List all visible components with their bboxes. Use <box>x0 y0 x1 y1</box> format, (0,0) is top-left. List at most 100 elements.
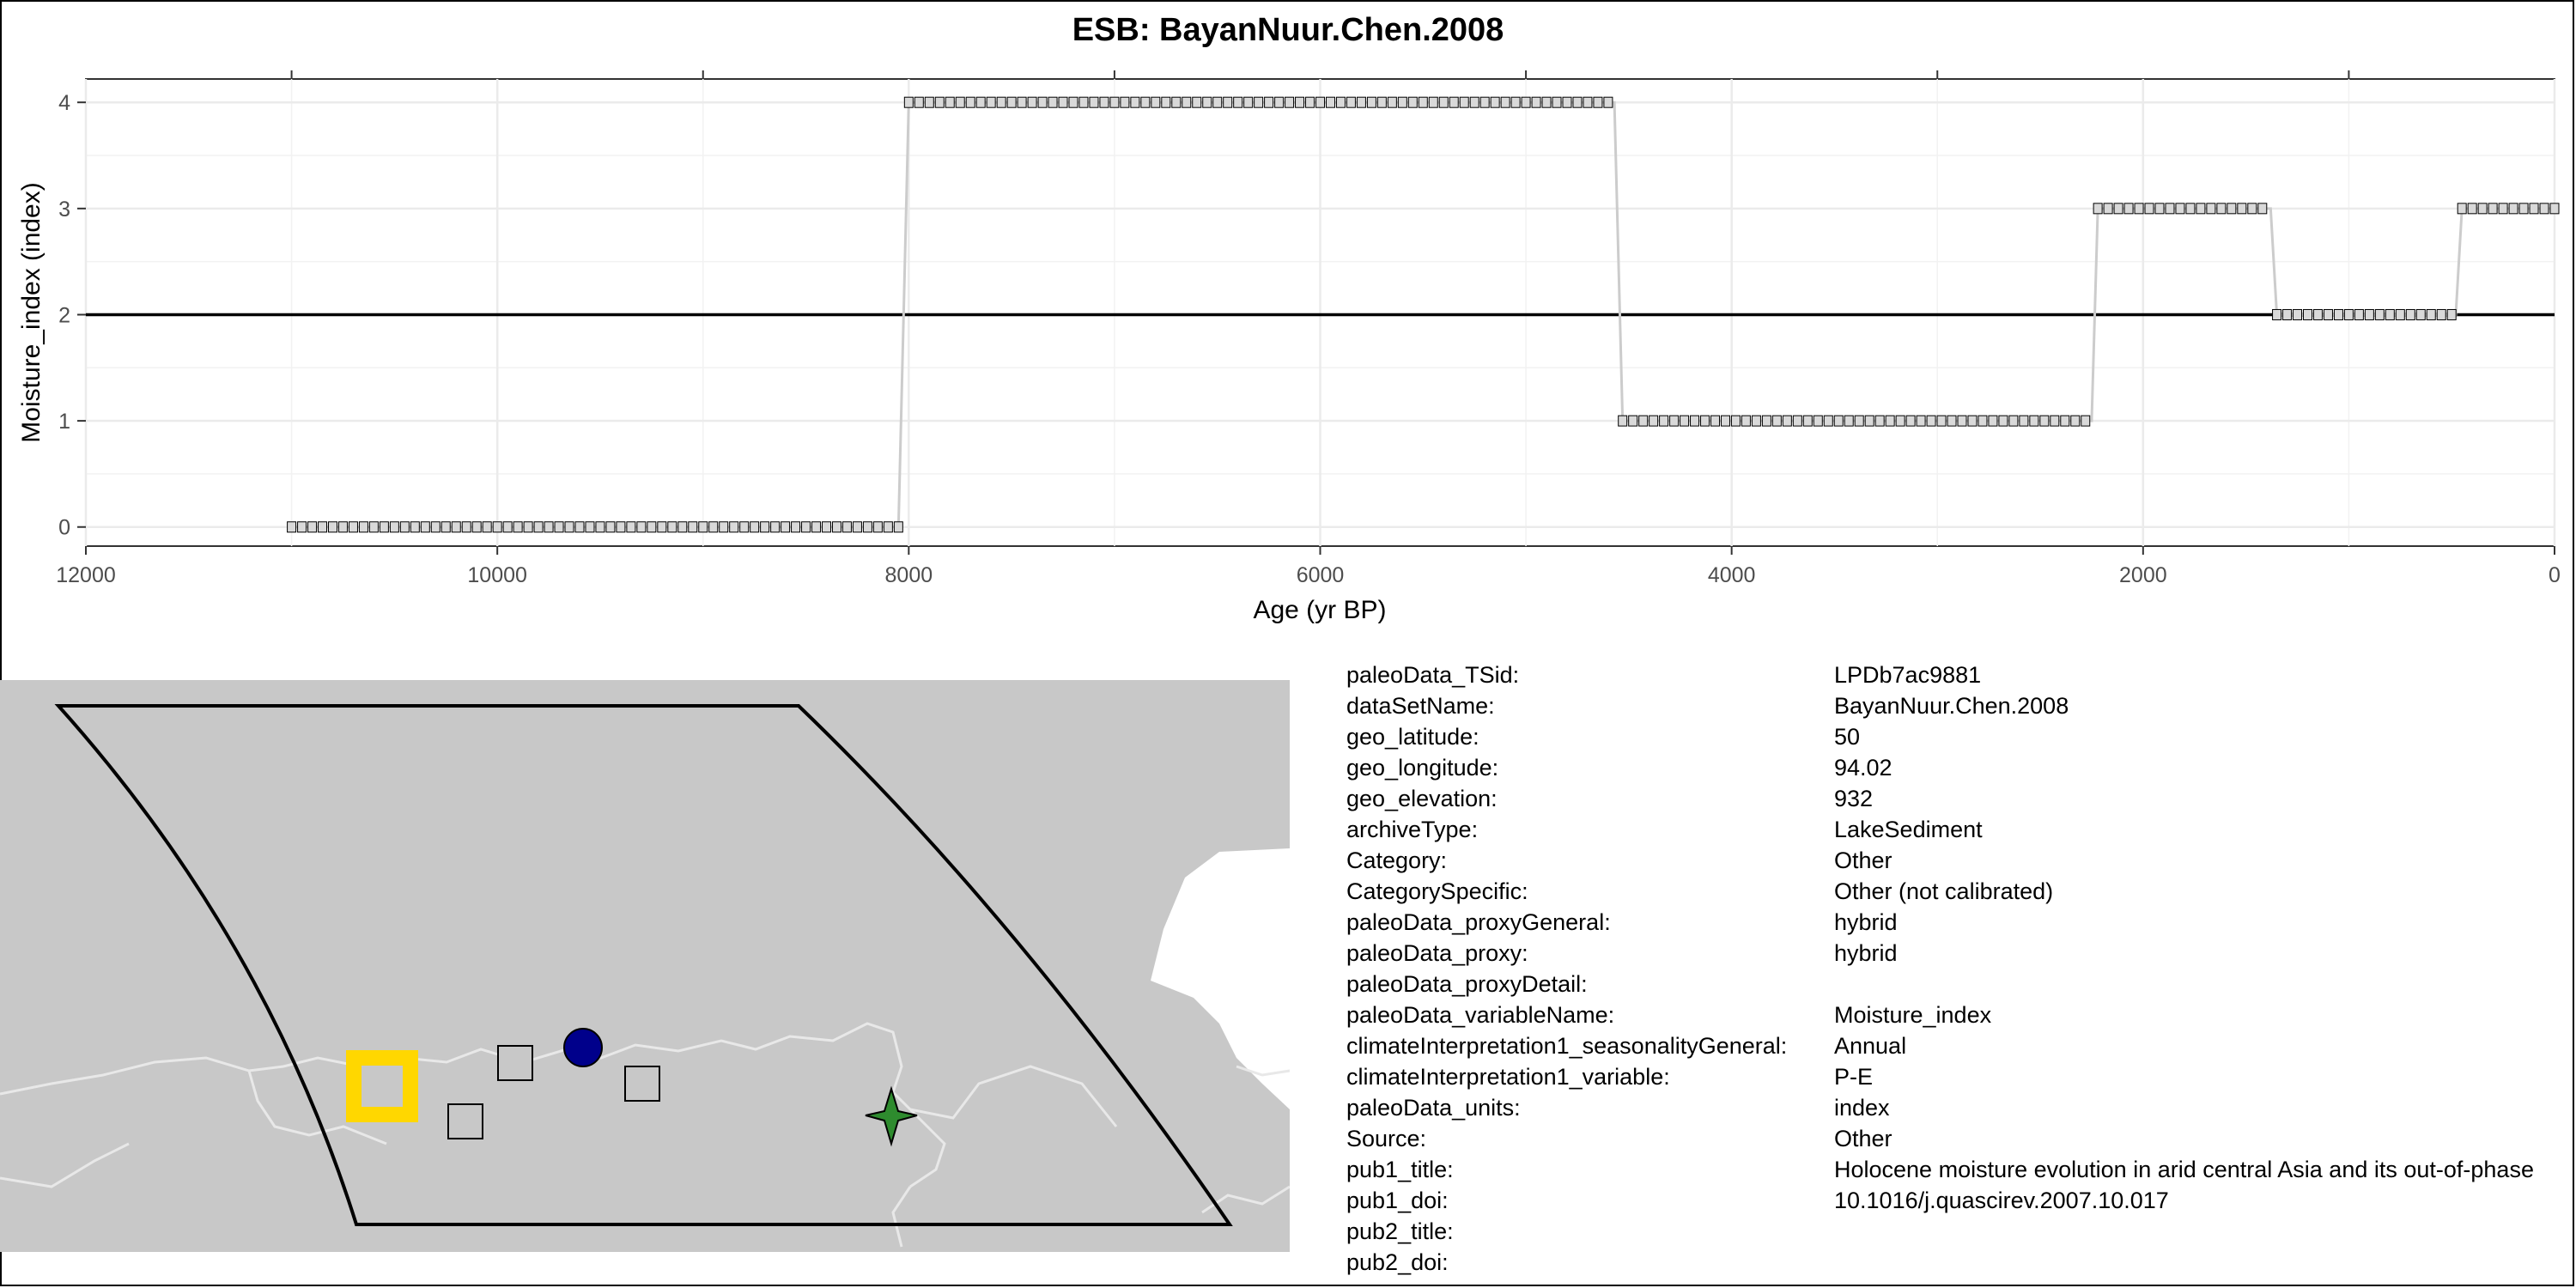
metadata-value: Other (not calibrated) <box>1834 878 2054 904</box>
data-point <box>1583 96 1593 108</box>
data-point <box>1006 96 1017 108</box>
data-point <box>1926 415 1936 427</box>
data-point <box>677 521 688 533</box>
data-point <box>420 521 430 533</box>
data-point <box>1438 96 1449 108</box>
data-point <box>2303 308 2312 320</box>
data-point <box>852 521 862 533</box>
data-point <box>297 521 307 533</box>
data-point <box>492 521 502 533</box>
data-point <box>1895 415 1905 427</box>
data-point <box>2008 415 2019 427</box>
data-point <box>471 521 482 533</box>
metadata-value: P-E <box>1834 1064 1874 1090</box>
data-point <box>2093 203 2103 215</box>
data-point <box>1864 415 1874 427</box>
data-point <box>2257 203 2268 215</box>
metadata-key: pub1_title: <box>1346 1157 1454 1182</box>
metadata-value: 50 <box>1834 724 1861 750</box>
data-point <box>1418 96 1428 108</box>
data-point <box>1078 96 1089 108</box>
metadata-value: Moisture_index <box>1834 1002 1992 1028</box>
data-point <box>2518 203 2529 215</box>
data-point <box>1490 96 1500 108</box>
data-point <box>368 521 379 533</box>
data-point <box>2237 203 2247 215</box>
metadata-value: BayanNuur.Chen.2008 <box>1834 693 2069 719</box>
metadata-key: archiveType: <box>1346 817 1479 842</box>
data-point <box>1295 96 1305 108</box>
data-point <box>1285 96 1295 108</box>
data-point <box>2323 308 2333 320</box>
nearby-site-marker <box>447 1103 483 1139</box>
data-point <box>348 521 358 533</box>
metadata-row: paleoData_proxy: hybrid <box>1346 938 2574 969</box>
data-point <box>1782 415 1792 427</box>
data-point <box>1109 96 1120 108</box>
data-point <box>1387 96 1397 108</box>
data-point <box>616 521 626 533</box>
data-point <box>1885 415 1895 427</box>
data-point <box>2457 203 2467 215</box>
metadata-row: pub2_doi: <box>1346 1247 2574 1278</box>
metadata-key: CategorySpecific: <box>1346 878 1528 904</box>
data-point <box>1171 96 1182 108</box>
data-point <box>523 521 533 533</box>
data-point <box>2216 203 2227 215</box>
data-point <box>2019 415 2029 427</box>
map-land <box>0 680 1290 1252</box>
data-point <box>1521 96 1531 108</box>
metadata-key: paleoData_variableName: <box>1346 1002 1615 1028</box>
data-point <box>667 521 677 533</box>
data-point <box>1593 96 1603 108</box>
metadata-value: 94.02 <box>1834 755 1893 781</box>
data-point <box>1751 415 1761 427</box>
data-point <box>1833 415 1844 427</box>
data-point <box>2060 415 2070 427</box>
data-point <box>1089 96 1099 108</box>
data-point <box>1741 415 1751 427</box>
nearby-site-marker <box>624 1066 660 1102</box>
data-point <box>1366 96 1376 108</box>
x-tick-label: 4000 <box>1708 563 1756 587</box>
data-point <box>657 521 667 533</box>
metadata-row: geo_latitude: 50 <box>1346 721 2574 752</box>
data-point <box>914 96 924 108</box>
metadata-value: Other <box>1834 1126 1893 1151</box>
region-polygon <box>54 704 1233 1226</box>
data-point <box>328 521 337 533</box>
data-point <box>1233 96 1243 108</box>
data-point <box>595 521 605 533</box>
data-point <box>2467 203 2477 215</box>
metadata-row: geo_elevation: 932 <box>1346 783 2574 814</box>
data-point <box>2070 415 2081 427</box>
data-point <box>2165 203 2175 215</box>
y-tick-label: 0 <box>58 516 70 540</box>
metadata-row: paleoData_proxyDetail: <box>1346 969 2574 999</box>
site-marker <box>346 1050 418 1122</box>
data-point <box>1376 96 1387 108</box>
data-point <box>2050 415 2060 427</box>
x-tick-label: 10000 <box>467 563 527 587</box>
data-point <box>1730 415 1741 427</box>
data-point <box>883 521 893 533</box>
data-point <box>2175 203 2185 215</box>
metadata-key: paleoData_proxyGeneral: <box>1346 909 1611 935</box>
data-point <box>1315 96 1325 108</box>
data-point <box>801 521 811 533</box>
series-line <box>291 100 2555 529</box>
metadata-value: LakeSediment <box>1834 817 1983 842</box>
nearby-site-marker <box>497 1045 533 1081</box>
data-point <box>791 521 801 533</box>
data-point <box>647 521 657 533</box>
metadata-key: geo_elevation: <box>1346 786 1498 811</box>
metadata-value: Other <box>1834 848 1893 873</box>
data-point <box>1771 415 1782 427</box>
chart-title: ESB: BayanNuur.Chen.2008 <box>1072 12 1504 48</box>
metadata-value: hybrid <box>1834 909 1898 935</box>
metadata-value: Holocene moisture evolution in arid cent… <box>1834 1157 2534 1182</box>
data-point <box>585 521 595 533</box>
data-point <box>739 521 750 533</box>
y-tick-label: 3 <box>58 197 70 222</box>
data-point <box>1562 96 1572 108</box>
